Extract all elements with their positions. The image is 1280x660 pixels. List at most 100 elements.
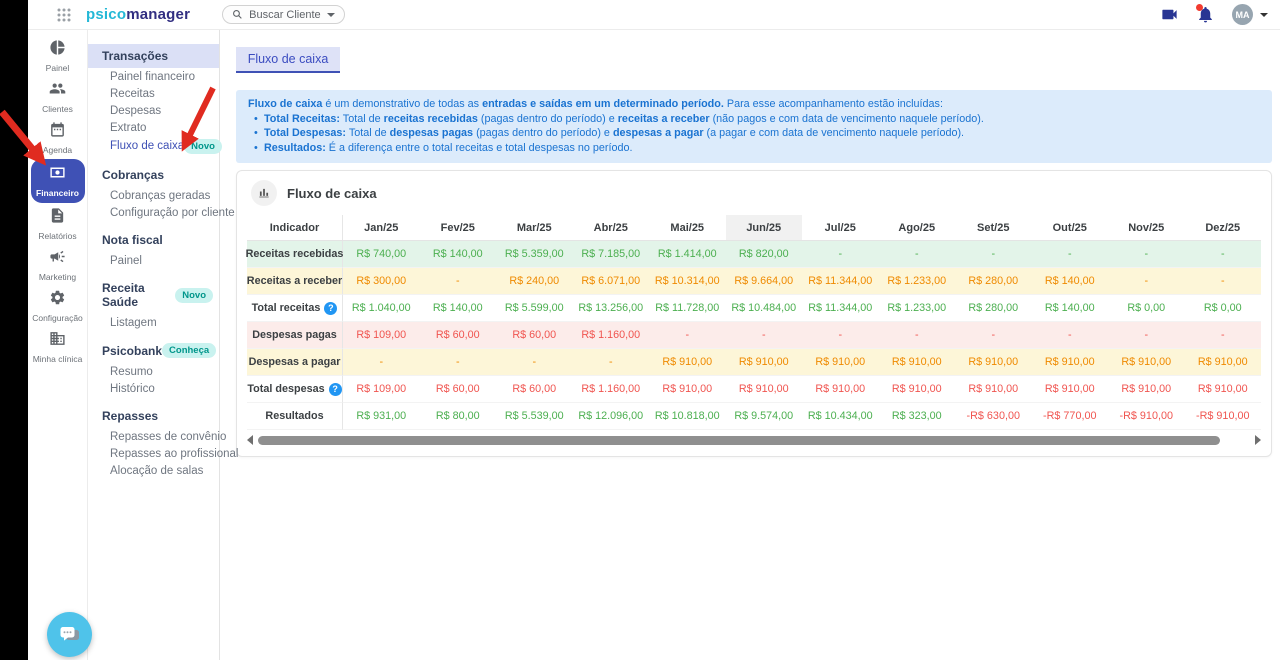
nav-item-clientes[interactable]: Clientes	[31, 77, 85, 117]
sidebar-item-resumo[interactable]: Resumo	[88, 363, 219, 380]
table-cell: R$ 10.484,00	[725, 295, 802, 322]
sidebar-item-alocacao-de-salas[interactable]: Alocação de salas	[88, 462, 219, 479]
table-cell: R$ 10.434,00	[802, 403, 879, 430]
sidebar-item-label: Resumo	[110, 365, 153, 378]
nav-item-marketing[interactable]: Marketing	[31, 245, 85, 285]
table-cell: R$ 1.414,00	[649, 241, 726, 268]
help-icon[interactable]: ?	[328, 382, 342, 396]
sidebar-item-extrato[interactable]: Extrato	[88, 119, 219, 136]
tab-fluxo-de-caixa[interactable]: Fluxo de caixa	[236, 47, 340, 73]
table-cell: -	[1108, 322, 1185, 349]
table-cell: -	[1031, 241, 1108, 268]
sidebar-section-repasses: Repasses Repasses de convênio Repasses ao …	[88, 404, 239, 479]
section-title-label: Psicobank	[102, 343, 163, 358]
megaphone-icon	[49, 248, 66, 270]
table-cell: R$ 12.096,00	[572, 403, 649, 430]
table-cell: R$ 11.344,00	[802, 268, 879, 295]
table-cell: R$ 0,00	[1108, 295, 1185, 322]
sidebar-item-repasses-de-convenio[interactable]: Repasses de convênio	[88, 428, 226, 445]
chat-support-button[interactable]	[47, 612, 92, 657]
sidebar-item-listagem[interactable]: Listagem	[88, 314, 219, 331]
nav-item-relatorios[interactable]: Relatórios	[31, 204, 85, 244]
scroll-right-icon[interactable]	[1255, 435, 1261, 445]
nav-item-minha-clinica[interactable]: Minha clínica	[31, 327, 85, 367]
info-line-3: Total Despesas: Total de despesas pagas …	[248, 126, 1260, 141]
nav-item-label: Minha clínica	[32, 354, 83, 364]
table-cell: -	[955, 322, 1032, 349]
table-cell: -	[1184, 268, 1261, 295]
sidebar-item-painel[interactable]: Painel	[88, 252, 219, 269]
scrollbar-thumb[interactable]	[258, 435, 1221, 445]
scrollbar-track[interactable]	[258, 435, 1250, 445]
notification-badge	[1196, 4, 1203, 11]
nav-item-painel[interactable]: Painel	[31, 36, 85, 76]
sidebar-item-repasses-ao-profissional[interactable]: Repasses ao profissional	[88, 445, 239, 462]
sidebar-item-label: Fluxo de caixa	[110, 140, 185, 152]
row-label-text: Despesas a pagar	[248, 356, 341, 368]
sidebar-item-despesas[interactable]: Despesas	[88, 102, 219, 119]
section-title-label: Receita Saúde	[102, 281, 145, 309]
row-label-text: Receitas recebidas	[245, 248, 344, 260]
table-cell: R$ 931,00	[343, 403, 420, 430]
table-cell: R$ 10.818,00	[649, 403, 726, 430]
table-cell: R$ 140,00	[419, 295, 496, 322]
row-label-text: Receitas a receber	[246, 275, 343, 287]
sidebar-item-configuracao-por-cliente[interactable]: Configuração por cliente	[88, 204, 235, 221]
calendar-icon	[49, 121, 66, 143]
sidebar-item-painel-financeiro[interactable]: Painel financeiro	[88, 68, 219, 85]
table-cell: R$ 910,00	[1108, 376, 1185, 403]
help-icon[interactable]: ?	[324, 301, 338, 315]
pie-chart-icon	[49, 39, 66, 61]
table-header-row: Indicador Jan/25 Fev/25 Mar/25 Abr/25 Mai/25 J…	[247, 215, 1261, 241]
sidebar-item-historico[interactable]: Histórico	[88, 380, 219, 397]
row-label-despesas-pagas: Despesas pagas	[247, 322, 343, 349]
apps-grid-icon[interactable]	[56, 7, 72, 23]
sidebar-item-cobrancas-geradas[interactable]: Cobranças geradas	[88, 187, 219, 204]
table-row-despesas-a-pagar: Despesas a pagar - - - - R$ 910,00 R$ 910,00 R$…	[247, 349, 1261, 376]
table-cell: -	[649, 322, 726, 349]
table-cell: R$ 13.256,00	[572, 295, 649, 322]
column-header-ago25: Ago/25	[898, 221, 936, 234]
table-cell: R$ 240,00	[496, 268, 573, 295]
logo-part-manager: manager	[126, 6, 191, 23]
table-cell: R$ 323,00	[878, 403, 955, 430]
search-icon	[233, 10, 242, 19]
search-client-input[interactable]: Buscar Cliente	[222, 5, 345, 24]
section-title-label: Cobranças	[102, 168, 165, 182]
section-title-label: Transações	[102, 49, 169, 63]
user-avatar[interactable]: MA	[1232, 4, 1253, 25]
table-cell: -	[1184, 322, 1261, 349]
column-header-nov25: Nov/25	[1128, 221, 1165, 234]
logo-part-psico: psico	[86, 6, 127, 23]
table-cell: R$ 910,00	[802, 376, 879, 403]
financeiro-sidebar: Transações Painel financeiro Receitas Despe…	[88, 30, 239, 660]
row-label-text: Despesas pagas	[252, 329, 337, 341]
sidebar-section-title-nota-fiscal: Nota fiscal	[88, 228, 219, 252]
row-label-resultados: Resultados	[247, 403, 343, 430]
row-label-text: Resultados	[265, 410, 324, 422]
nav-item-financeiro[interactable]: Financeiro	[30, 159, 85, 203]
table-cell: R$ 5.359,00	[496, 241, 573, 268]
sidebar-item-receitas[interactable]: Receitas	[88, 85, 219, 102]
nav-item-agenda[interactable]: Agenda	[31, 118, 85, 158]
notifications-bell-icon[interactable]	[1196, 4, 1215, 24]
column-header-jan25: Jan/25	[364, 221, 399, 234]
user-menu-caret-icon[interactable]	[1260, 12, 1268, 17]
table-cell: -R$ 770,00	[1031, 403, 1108, 430]
table-cell: R$ 910,00	[878, 376, 955, 403]
nav-item-label: Marketing	[38, 272, 77, 282]
sidebar-item-label: Despesas	[110, 104, 162, 117]
card-header: Fluxo de caixa	[237, 171, 1271, 215]
table-cell: -	[1108, 241, 1185, 268]
column-header-mar25: Mar/25	[516, 221, 552, 234]
video-call-icon[interactable]	[1160, 5, 1179, 24]
table-cell: -	[955, 241, 1032, 268]
table-cell: R$ 300,00	[343, 268, 420, 295]
row-label-total-receitas: Total receitas?	[247, 295, 343, 322]
nav-item-configuracao[interactable]: Configuração	[31, 286, 85, 326]
column-header-jul25: Jul/25	[824, 221, 856, 234]
psicomanager-logo[interactable]: psicomanager	[86, 6, 190, 23]
scroll-left-icon[interactable]	[247, 435, 253, 445]
sidebar-item-fluxo-de-caixa[interactable]: Fluxo de caixa Novo	[88, 136, 222, 156]
table-cell: R$ 140,00	[1031, 268, 1108, 295]
